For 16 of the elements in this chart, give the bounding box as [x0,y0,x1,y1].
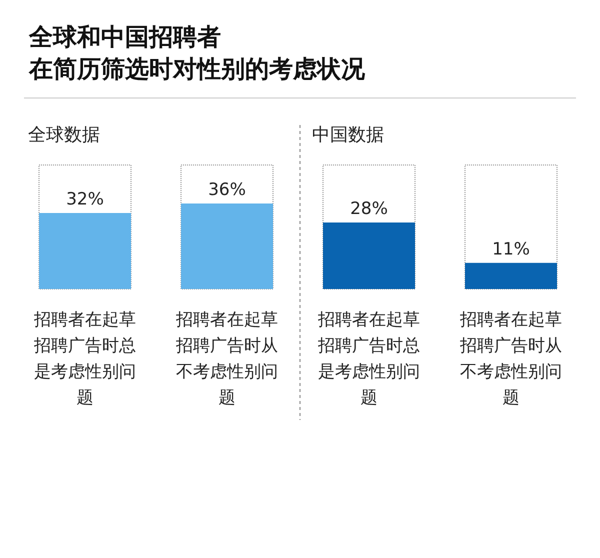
data-label: 28% [350,198,388,219]
bar [465,262,557,289]
data-label: 36% [208,180,246,200]
text: 中国数据 [312,124,384,146]
data-label: 32% [66,189,104,210]
data-label: 11% [492,239,530,260]
bar [39,212,131,289]
bar [323,222,415,289]
x-tick-label: 招聘者在起草招聘广告时从不考虑性别问题 [459,310,562,408]
bar [181,203,273,289]
text: 全球数据 [28,124,100,146]
chart-subtitle: 在简历筛选时对性别的考虑状况 [28,55,366,83]
chart-title: 全球和中国招聘者 [28,23,221,51]
x-tick-label: 招聘者在起草招聘广告时总是考虑性别问题 [33,310,136,408]
x-tick-label: 招聘者在起草招聘广告时总是考虑性别问题 [317,310,420,408]
x-tick-label: 招聘者在起草招聘广告时从不考虑性别问题 [175,310,278,408]
